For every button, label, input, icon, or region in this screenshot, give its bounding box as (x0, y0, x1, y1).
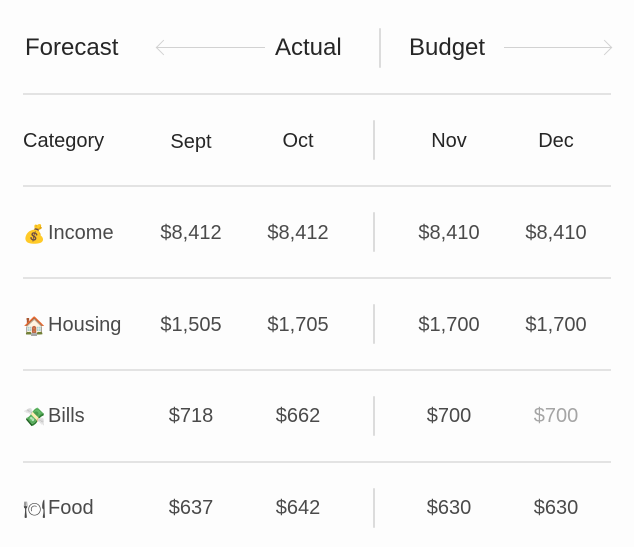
value-nov: $1,700 (418, 314, 480, 336)
row-divider (23, 93, 611, 95)
column-header-sept: Sept (170, 131, 212, 153)
value-sept: $718 (168, 405, 214, 427)
column-header-nov: Nov (431, 130, 467, 152)
value-dec: $700 (533, 405, 579, 427)
value-sept: $637 (168, 497, 214, 519)
column-divider (373, 212, 375, 252)
table-row-category: 💸 Bills (23, 403, 158, 431)
row-divider (23, 369, 611, 371)
column-header-oct: Oct (282, 130, 314, 152)
value-sept: $1,505 (160, 314, 222, 336)
value-dec: $8,410 (525, 222, 587, 244)
house-icon: 🏠 (23, 316, 46, 337)
right-arrow-icon (504, 39, 613, 56)
value-dec: $1,700 (525, 314, 587, 336)
value-oct: $642 (275, 497, 321, 519)
column-divider (373, 304, 375, 344)
value-sept: $8,412 (160, 222, 222, 244)
category-label: Housing (48, 314, 122, 336)
category-label: Income (48, 222, 114, 244)
category-label: Bills (48, 405, 85, 427)
value-oct: $8,412 (267, 222, 329, 244)
actual-label: Actual (275, 34, 342, 61)
table-row-category: 💰 Income (23, 220, 158, 248)
column-header-dec: Dec (538, 130, 574, 152)
column-divider (373, 488, 375, 528)
header-divider (379, 28, 381, 68)
value-dec: $630 (533, 497, 579, 519)
table-row-category: 🍽 Food (23, 495, 158, 523)
column-header-category: Category (23, 130, 105, 152)
category-label: Food (48, 497, 94, 519)
column-divider (373, 120, 375, 160)
money-wings-icon: 💸 (23, 407, 46, 428)
value-oct: $662 (275, 405, 321, 427)
plate-icon: 🍽 (23, 499, 46, 520)
row-divider (23, 277, 611, 279)
row-divider (23, 461, 611, 463)
column-divider (373, 396, 375, 436)
value-nov: $700 (426, 405, 472, 427)
row-divider (23, 185, 611, 187)
value-nov: $8,410 (418, 222, 480, 244)
money-bag-icon: 💰 (23, 224, 46, 245)
budget-label: Budget (409, 34, 486, 61)
forecast-label: Forecast (25, 34, 119, 61)
value-nov: $630 (426, 497, 472, 519)
table-row-category: 🏠 Housing (23, 312, 158, 340)
left-arrow-icon (155, 39, 265, 56)
value-oct: $1,705 (267, 314, 329, 336)
